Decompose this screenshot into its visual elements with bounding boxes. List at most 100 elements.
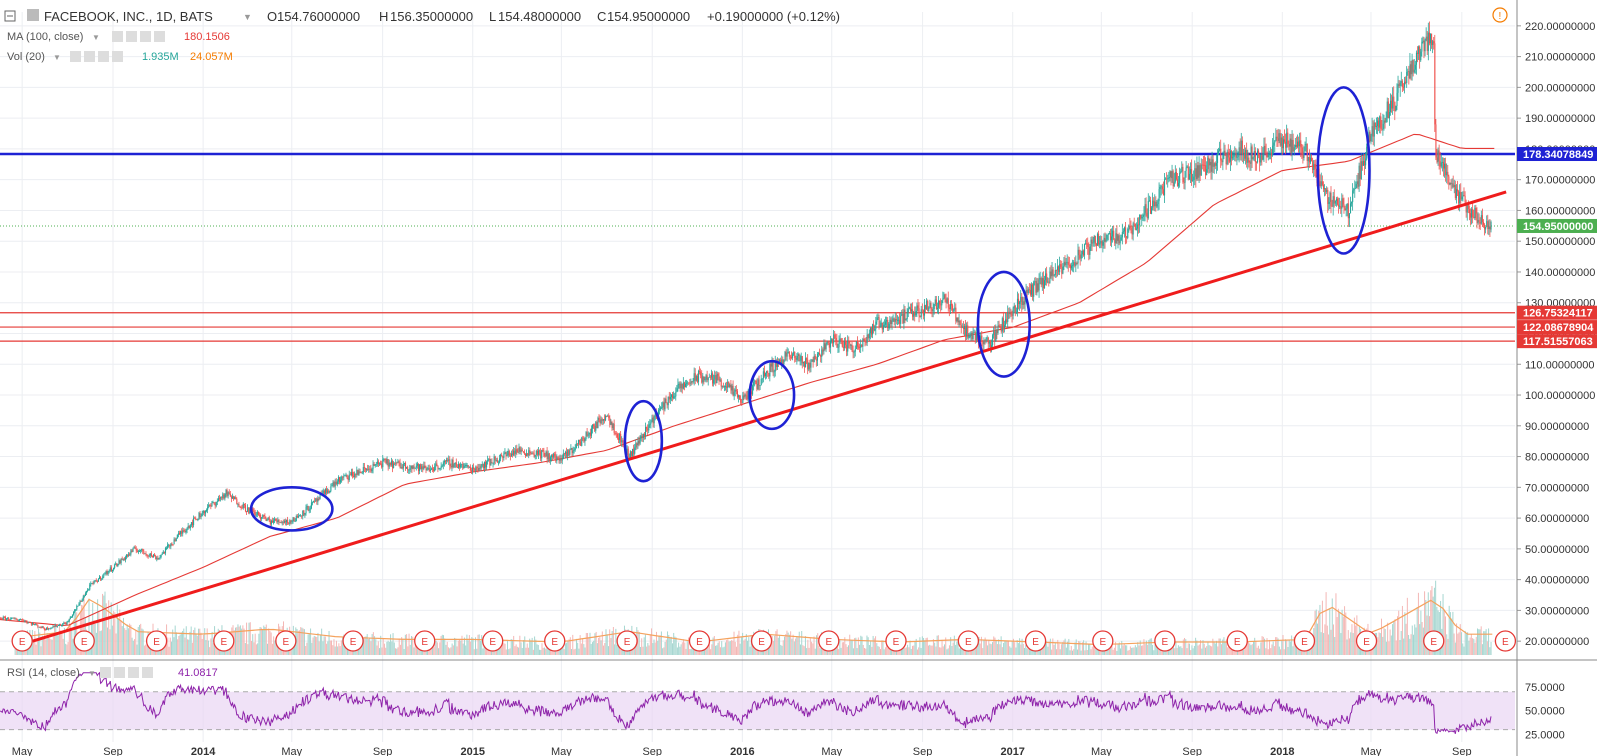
candle-body: [457, 463, 460, 468]
candle-body: [760, 378, 762, 386]
rsi-eye-icon[interactable]: [100, 667, 111, 678]
candle-body: [1039, 278, 1041, 280]
rsi-label[interactable]: RSI (14, close): [7, 667, 80, 679]
candle-body: [69, 617, 71, 620]
candle-body: [659, 409, 661, 411]
candle-body: [170, 543, 172, 547]
candle-body: [196, 519, 198, 520]
horizontal-levels[interactable]: [0, 152, 1515, 342]
candle-body: [446, 459, 448, 462]
plus-icon[interactable]: [140, 31, 151, 42]
candle-body: [1183, 181, 1185, 183]
candle-body: [1475, 207, 1477, 214]
candle-body: [1378, 120, 1380, 128]
candle-body: [1422, 40, 1424, 42]
trend-line[interactable]: [32, 190, 1507, 643]
candle-body: [140, 550, 142, 551]
collapse-icon[interactable]: [4, 10, 16, 22]
gear-icon[interactable]: [126, 31, 137, 42]
candle-body: [288, 523, 290, 524]
rsi-gear-icon[interactable]: [114, 667, 125, 678]
symbol-title[interactable]: FACEBOOK, INC., 1D, BATS: [44, 9, 213, 24]
close-icon[interactable]: [154, 31, 165, 42]
candle-body: [440, 466, 442, 469]
vol-label[interactable]: Vol (20): [7, 51, 45, 63]
candle-body: [1071, 265, 1073, 269]
candle-body: [743, 395, 745, 397]
candle-body: [933, 304, 935, 309]
candle-body: [345, 474, 347, 476]
candle-body: [1341, 198, 1343, 209]
candle-body: [609, 417, 611, 425]
candle-body: [829, 340, 831, 348]
candle-body: [400, 467, 402, 468]
candle-body: [454, 462, 456, 465]
candle-body: [675, 392, 677, 397]
annotation-circles[interactable]: [249, 86, 1371, 532]
candle-body: [1007, 311, 1009, 322]
candle-body: [1131, 229, 1133, 235]
candle-body: [1078, 249, 1080, 256]
candle-body: [862, 338, 864, 347]
candle-body: [549, 457, 551, 461]
rsi-chevron-icon[interactable]: ▼: [88, 669, 96, 678]
candle-body: [860, 344, 862, 348]
candle-body: [1480, 215, 1482, 224]
candle-body: [1166, 178, 1168, 180]
y-tick-label: 140.00000000: [1525, 267, 1595, 279]
candle-body: [1209, 161, 1211, 166]
candle-body: [1119, 240, 1121, 244]
alert-icon[interactable]: [1492, 7, 1508, 23]
candle-body: [20, 619, 22, 621]
vol-eye-icon[interactable]: [70, 51, 81, 62]
candle-body: [876, 317, 878, 322]
candle-body: [1211, 159, 1213, 172]
candle-body: [55, 624, 57, 627]
candle-body: [926, 300, 928, 310]
candle-body: [676, 388, 678, 393]
candle-body: [212, 502, 214, 504]
ma-label[interactable]: MA (100, close): [7, 31, 83, 43]
candle-body: [779, 359, 781, 364]
candle-body: [643, 433, 646, 437]
vol-chevron-icon[interactable]: ▼: [53, 53, 61, 62]
candle-body: [1012, 308, 1014, 316]
vol-plus-icon[interactable]: [98, 51, 109, 62]
earnings-marker: [688, 630, 711, 652]
candle-body: [417, 463, 420, 471]
candle-body: [1145, 204, 1147, 213]
candle-body: [1156, 203, 1158, 207]
candle-body: [894, 318, 896, 322]
candle-body: [758, 379, 760, 386]
y-tick-label: 200.00000000: [1525, 82, 1595, 94]
annotation-circle: [1316, 86, 1371, 255]
vol-gear-icon[interactable]: [84, 51, 95, 62]
earnings-label: E: [1032, 637, 1039, 648]
rsi-close-icon[interactable]: [142, 667, 153, 678]
candle-body: [945, 299, 947, 303]
rsi-plus-icon[interactable]: [128, 667, 139, 678]
candle-body: [47, 627, 49, 630]
candle-body: [247, 507, 249, 512]
candle-body: [1205, 165, 1207, 176]
candle-body: [886, 319, 888, 322]
candle-body: [1187, 166, 1189, 180]
candle-body: [275, 518, 277, 521]
x-tick-label: May: [1361, 746, 1382, 756]
candle-body: [680, 383, 682, 389]
candle-body: [315, 498, 317, 501]
candle-body: [1194, 168, 1196, 177]
ma-chevron-icon[interactable]: ▼: [92, 33, 100, 42]
y-tick-label: 40.00000000: [1525, 575, 1589, 587]
candle-body: [845, 341, 847, 345]
candle-body: [1376, 120, 1379, 126]
candle-body: [350, 472, 353, 475]
vol-close-icon[interactable]: [112, 51, 123, 62]
candle-body: [715, 375, 717, 384]
candle-body: [793, 351, 795, 355]
eye-icon[interactable]: [112, 31, 123, 42]
candle-body: [364, 468, 367, 470]
chevron-down-icon[interactable]: ▼: [243, 12, 252, 22]
